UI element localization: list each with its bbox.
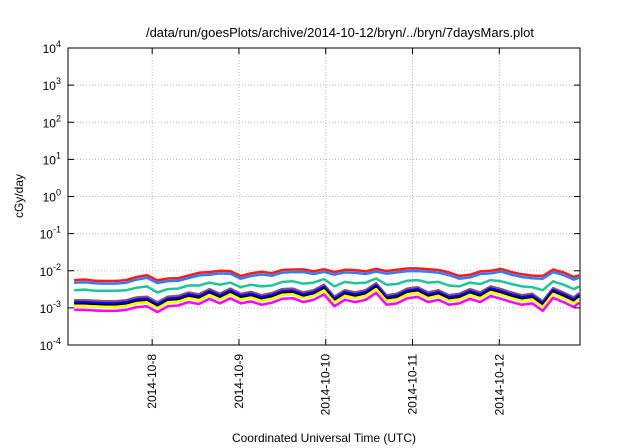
y-tick-label: 100 [43,188,61,205]
series-line-magenta [74,291,580,314]
series-line-dark-blue [74,284,580,306]
ticks: 104 103 102 101 100 10-1 10-2 10-3 10-4 2014-10-8… [40,39,580,415]
x-tick-label: 2014-10-9 [232,354,246,409]
y-tick-label: 102 [43,113,61,130]
x-tick-label: 2014-10-12 [492,354,506,416]
series-line-blue [74,269,580,285]
series-line-red [74,267,580,283]
x-tick-label: 2014-10-8 [145,354,159,409]
chart-title: /data/run/goesPlots/archive/2014-10-12/b… [146,25,534,40]
series-line-teal [74,277,580,294]
y-tick-label: 104 [43,39,61,56]
series-group [74,267,580,314]
series-line-yellow [74,287,580,310]
y-tick-label: 10-1 [40,225,61,242]
y-tick-label: 103 [43,76,61,93]
x-tick-label: 2014-10-10 [319,354,333,416]
series-line-purple [74,282,580,304]
y-tick-label: 101 [43,150,61,167]
series-line-black [74,286,580,307]
y-tick-label: 10-4 [40,336,61,353]
x-tick-label: 2014-10-11 [406,354,420,415]
y-axis-label: cGy/day [12,174,26,218]
x-axis-label: Coordinated Universal Time (UTC) [232,431,416,445]
y-tick-label: 10-2 [40,262,61,279]
y-tick-label: 10-3 [40,299,61,316]
